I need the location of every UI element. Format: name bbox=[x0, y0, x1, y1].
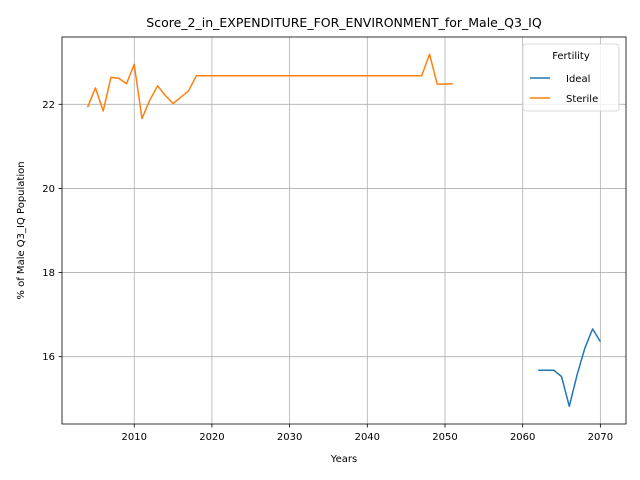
x-tick-label: 2050 bbox=[432, 432, 457, 443]
series-line-sterile bbox=[86, 53, 453, 120]
x-axis-label: Years bbox=[330, 454, 357, 465]
y-tick-label: 16 bbox=[42, 352, 55, 363]
x-tick-label: 2030 bbox=[277, 432, 302, 443]
x-tick-label: 2060 bbox=[510, 432, 535, 443]
x-tick-label: 2070 bbox=[588, 432, 613, 443]
legend: Fertility Ideal Sterile bbox=[522, 43, 620, 112]
chart-title: Score_2_in_EXPENDITURE_FOR_ENVIRONMENT_f… bbox=[146, 15, 542, 30]
x-tick-label: 2010 bbox=[122, 432, 147, 443]
series-line-ideal bbox=[538, 328, 602, 408]
x-tick-label: 2040 bbox=[355, 432, 380, 443]
y-tick-label: 20 bbox=[42, 184, 55, 195]
y-tick-label: 18 bbox=[42, 268, 55, 279]
y-tick-label: 22 bbox=[42, 100, 55, 111]
legend-label-sterile: Sterile bbox=[566, 94, 598, 105]
legend-title: Fertility bbox=[552, 51, 590, 62]
y-axis-label: % of Male Q3_IQ Population bbox=[16, 161, 27, 299]
series-lines bbox=[86, 53, 602, 408]
axis-ticks: 2010 2020 2030 2040 2050 2060 2070 16 18 20 22 bbox=[42, 100, 613, 443]
plot-frame bbox=[61, 36, 627, 425]
legend-label-ideal: Ideal bbox=[566, 74, 590, 85]
x-tick-label: 2020 bbox=[199, 432, 224, 443]
legend-box bbox=[522, 43, 620, 112]
